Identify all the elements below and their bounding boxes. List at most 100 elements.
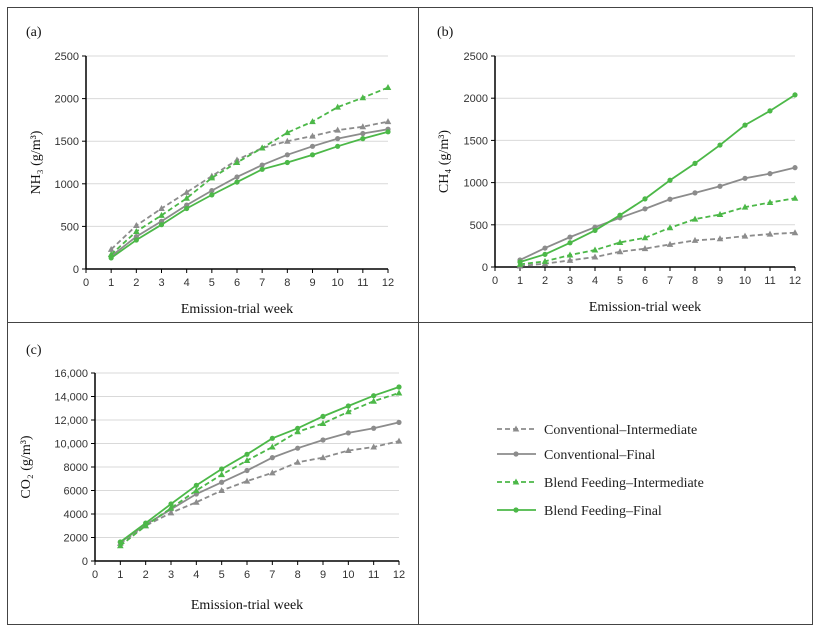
series-blend-feeding-final: [117, 384, 402, 545]
data-point: [133, 237, 139, 243]
y-axis-title: CO₂ (g/m³): [19, 435, 34, 498]
data-point: [370, 443, 377, 450]
series-conventional-intermediate: [516, 229, 799, 269]
data-point: [717, 142, 723, 148]
y-tick-label: 8000: [64, 462, 88, 474]
x-tick-label: 7: [667, 275, 673, 287]
data-point: [591, 246, 599, 253]
data-point: [269, 435, 275, 441]
data-point: [284, 137, 291, 144]
x-tick-label: 0: [83, 277, 89, 289]
data-point: [385, 129, 391, 135]
data-point: [566, 256, 574, 263]
x-tick-label: 6: [234, 277, 240, 289]
data-point: [384, 118, 392, 125]
data-point: [359, 94, 367, 101]
series-conventional-final: [517, 165, 798, 263]
legend: Conventional–Intermediate Conventional–Fi…: [497, 423, 704, 519]
x-tick-label: 5: [617, 275, 623, 287]
x-tick-label: 11: [764, 275, 775, 287]
chart-2: 0 2000 4000 6000 8000 10,000 12,000 14,000 16,00…: [19, 343, 405, 613]
x-axis-title: Emission-trial week: [181, 302, 293, 317]
x-tick-label: 11: [357, 277, 368, 289]
data-point: [359, 123, 367, 130]
y-tick-label: 0: [73, 264, 79, 276]
data-point: [209, 192, 215, 198]
data-point: [667, 177, 673, 183]
data-point: [117, 539, 123, 545]
series-conventional-intermediate: [117, 437, 403, 546]
data-point: [259, 166, 265, 172]
legend-entry: Conventional–Intermediate: [497, 423, 697, 438]
y-tick-label: 12,000: [54, 415, 88, 427]
data-point: [370, 397, 377, 404]
data-point: [360, 130, 366, 137]
data-point: [791, 194, 799, 201]
data-point: [158, 211, 165, 218]
series-conventional-final: [108, 126, 391, 259]
data-point: [766, 230, 774, 237]
data-point: [692, 190, 698, 196]
data-point: [616, 238, 624, 245]
x-tick-label: 4: [184, 277, 190, 289]
data-point: [716, 235, 724, 242]
x-axis-title: Emission-trial week: [191, 598, 303, 613]
data-point: [309, 132, 316, 139]
x-tick-label: 12: [382, 277, 394, 289]
data-point: [218, 487, 225, 493]
series-line: [119, 421, 400, 543]
data-point: [792, 92, 798, 98]
x-tick-label: 7: [269, 569, 275, 581]
panel-label: (b): [437, 25, 454, 40]
data-point: [234, 179, 240, 185]
series-blend-feeding-intermediate: [516, 194, 799, 267]
data-point: [244, 467, 250, 474]
data-point: [767, 171, 773, 177]
series-line: [519, 231, 796, 267]
x-tick-label: 5: [209, 277, 215, 289]
data-point: [592, 227, 598, 234]
y-tick-label: 1000: [55, 179, 79, 191]
data-point: [766, 199, 774, 206]
data-point: [193, 487, 200, 493]
x-tick-label: 3: [567, 275, 573, 287]
x-tick-label: 8: [692, 275, 698, 287]
series-line: [110, 86, 389, 256]
x-tick-label: 3: [158, 277, 164, 289]
legend-entry: Blend Feeding–Final: [497, 504, 662, 519]
data-point: [345, 430, 351, 436]
data-point: [294, 428, 301, 435]
data-point: [517, 259, 523, 265]
data-point: [108, 255, 114, 261]
x-axis-title: Emission-trial week: [589, 300, 701, 315]
y-tick-label: 2500: [464, 51, 488, 63]
x-tick-label: 7: [259, 277, 265, 289]
data-point: [542, 245, 548, 251]
y-tick-label: 0: [82, 556, 88, 568]
y-tick-label: 6000: [64, 486, 88, 498]
legend-swatch-marker: [512, 425, 520, 432]
data-point: [168, 501, 174, 507]
data-point: [158, 222, 165, 228]
data-point: [767, 108, 773, 114]
x-tick-label: 1: [108, 277, 114, 289]
data-point: [741, 232, 749, 239]
data-point: [209, 188, 215, 194]
panel-label: (a): [26, 25, 42, 40]
x-tick-label: 4: [592, 275, 598, 287]
legend-swatch-marker: [513, 507, 519, 513]
y-tick-label: 500: [470, 220, 488, 232]
y-tick-label: 2500: [55, 51, 79, 63]
x-tick-label: 0: [92, 569, 98, 581]
data-point: [183, 188, 190, 195]
x-tick-label: 6: [642, 275, 648, 287]
data-point: [183, 194, 190, 201]
y-tick-label: 2000: [464, 93, 488, 105]
x-tick-label: 1: [517, 275, 523, 287]
data-point: [334, 126, 341, 133]
data-point: [259, 162, 265, 168]
data-point: [345, 403, 351, 409]
x-tick-label: 1: [117, 569, 123, 581]
legend-swatch-marker: [513, 451, 519, 457]
